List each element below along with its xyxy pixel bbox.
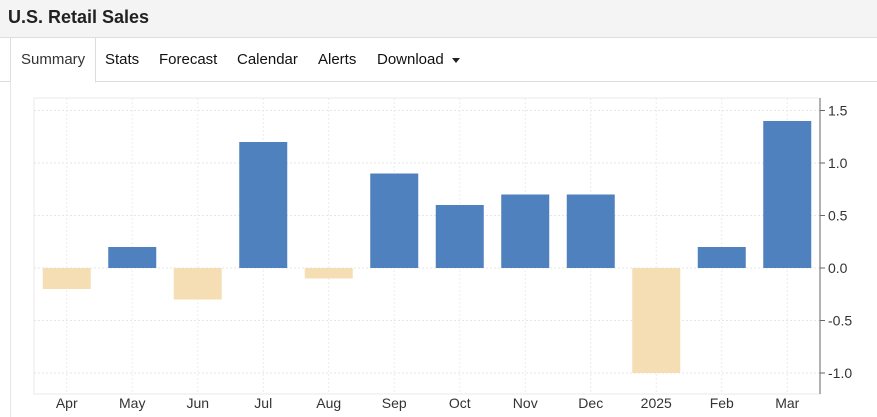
bar-apr — [42, 268, 91, 289]
bar-dec — [566, 194, 615, 268]
tab-bar: Summary Stats Forecast Calendar Alerts D… — [0, 38, 877, 83]
y-tick-label: 0.0 — [828, 260, 848, 276]
y-axis-ticks: 1.5 1.0 0.5 0.0 -0.5 -1.0 — [819, 98, 852, 394]
x-tick-label: Jun — [186, 395, 209, 411]
x-tick-label: Jul — [254, 395, 272, 411]
bar-feb — [697, 247, 746, 268]
bar-sep — [370, 173, 419, 268]
retail-sales-bar-chart: 1.5 1.0 0.5 0.0 -0.5 -1.0 Apr May Jun Jul Aug Sep O… — [33, 97, 852, 411]
grid-lines — [33, 97, 821, 395]
tab-forecast[interactable]: Forecast — [159, 51, 218, 68]
x-axis-ticks: Apr May Jun Jul Aug Sep Oct Nov Dec 2025 Feb Mar — [56, 395, 800, 411]
x-tick-label: Aug — [316, 395, 341, 411]
x-tick-label: Mar — [775, 395, 799, 411]
bar-jul — [239, 142, 288, 268]
bars — [42, 121, 812, 373]
bar-jun — [173, 268, 222, 300]
tab-download-label: Download — [377, 51, 444, 68]
bar-mar — [763, 121, 812, 268]
bar-oct — [435, 205, 484, 268]
tab-calendar[interactable]: Calendar — [237, 51, 298, 68]
x-tick-label: May — [119, 395, 145, 411]
x-tick-label: Nov — [513, 395, 538, 411]
tab-download[interactable]: Download — [377, 38, 460, 82]
header-bar: U.S. Retail Sales — [0, 0, 877, 38]
tab-stats[interactable]: Stats — [105, 51, 140, 68]
x-tick-label: 2025 — [641, 395, 672, 411]
x-tick-label: Oct — [449, 395, 471, 411]
x-tick-label: Apr — [56, 395, 78, 411]
y-tick-label: -1.0 — [828, 365, 852, 381]
y-tick-label: 1.5 — [828, 103, 848, 119]
plot-frame — [33, 97, 821, 395]
bar-may — [108, 247, 157, 268]
bar-aug — [304, 268, 353, 279]
y-tick-label: 1.0 — [828, 155, 848, 171]
panel-left-border — [10, 82, 11, 417]
x-tick-label: Feb — [710, 395, 734, 411]
tab-summary[interactable]: Summary — [10, 38, 97, 83]
y-tick-label: 0.5 — [828, 208, 848, 224]
page-title: U.S. Retail Sales — [8, 7, 150, 27]
x-tick-label: Sep — [382, 395, 407, 411]
caret-down-icon — [451, 57, 460, 63]
bar-nov — [501, 194, 550, 268]
tab-alerts[interactable]: Alerts — [318, 51, 357, 68]
y-tick-label: -0.5 — [828, 313, 852, 329]
bar-2025 — [632, 268, 681, 373]
x-tick-label: Dec — [578, 395, 603, 411]
